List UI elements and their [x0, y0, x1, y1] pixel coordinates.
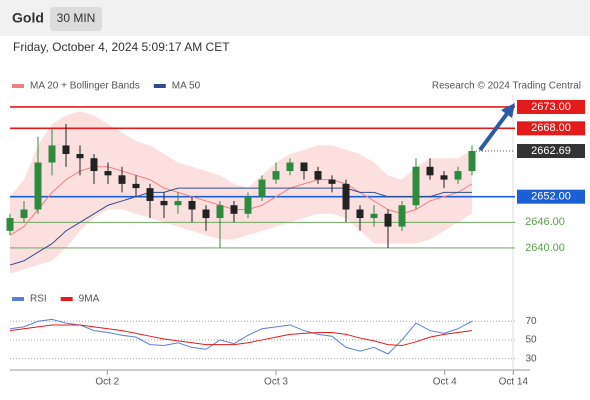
level-box	[517, 121, 585, 136]
x-tick-label: Oct 2	[95, 377, 119, 388]
level-label: 2673.00	[531, 101, 571, 113]
level-box	[517, 99, 585, 114]
rsi-tick-label: 50	[525, 335, 537, 346]
legend-swatch	[60, 297, 73, 301]
bollinger-band	[10, 111, 472, 274]
candle-body	[20, 209, 28, 219]
x-tick-label: Oct 4	[433, 377, 457, 388]
candle-body	[62, 145, 70, 154]
rsi-tick-label: 70	[525, 316, 537, 327]
x-tick-label: Oct 3	[264, 377, 288, 388]
rsi-line	[9, 318, 473, 355]
plot: MA 20 + Bollinger Bands MA 50 RSI 9MA 2673.0…	[6, 81, 585, 388]
level-label: 2652.00	[531, 191, 571, 203]
rsi-tick-label: 30	[525, 353, 537, 364]
candle-body	[454, 171, 462, 180]
legend-label: 9MA	[79, 294, 100, 305]
ma50-line	[9, 187, 472, 266]
timestamp: Friday, October 4, 2024 5:09:17 AM CET	[13, 40, 230, 54]
candle-body	[468, 151, 476, 172]
level-label: 2640.00	[525, 242, 565, 254]
ma20-line	[9, 166, 473, 236]
candle-body	[132, 183, 140, 189]
candle-body	[426, 166, 434, 176]
candle-body	[370, 213, 378, 219]
candle-body	[104, 171, 112, 176]
candle-body	[398, 205, 406, 227]
candle-body	[188, 200, 196, 210]
candle-body	[230, 205, 238, 214]
candle-body	[34, 162, 42, 210]
rsi-ma-line	[9, 324, 473, 347]
candle-body	[202, 209, 210, 219]
legend-swatch	[12, 297, 24, 301]
candle-body	[314, 171, 322, 180]
last-price-label: 2662.69	[531, 145, 571, 157]
legend-swatch	[153, 84, 166, 88]
candle-body	[286, 162, 294, 172]
candle-body	[146, 188, 154, 201]
candle-body	[356, 209, 364, 219]
source: Research © 2024 Trading Central	[432, 81, 581, 92]
candle-body	[412, 166, 420, 206]
legend-swatch	[12, 84, 24, 88]
candle-body	[384, 213, 392, 227]
forecast-arrow	[478, 109, 511, 152]
instrument-title: Gold	[12, 10, 44, 26]
candle-body	[118, 175, 126, 184]
legend-label: MA 50	[172, 81, 201, 92]
candle-body	[342, 183, 350, 210]
candle-body	[328, 179, 336, 184]
interval: 30 MIN	[57, 11, 96, 25]
candle-body	[440, 175, 448, 180]
level-label: 2668.00	[531, 122, 571, 134]
candle-body	[216, 205, 224, 219]
candle-body	[160, 200, 168, 206]
last-price-box	[517, 144, 585, 159]
interval-pill[interactable]	[50, 7, 102, 31]
candle-body	[76, 153, 84, 159]
legend-label: RSI	[30, 294, 47, 305]
candle-body	[48, 145, 56, 163]
candle-body	[272, 171, 280, 180]
candle-body	[6, 218, 14, 231]
candle-body	[174, 200, 182, 206]
candle-body	[258, 179, 266, 197]
forecast-arrowhead	[501, 103, 515, 118]
candle-body	[90, 158, 98, 172]
candle-body	[244, 196, 252, 214]
legend-label: MA 20 + Bollinger Bands	[30, 81, 140, 92]
x-tick-label: Oct 14	[499, 377, 529, 388]
level-label: 2646.00	[525, 216, 565, 228]
level-box	[517, 189, 585, 204]
candle-body	[300, 162, 308, 172]
